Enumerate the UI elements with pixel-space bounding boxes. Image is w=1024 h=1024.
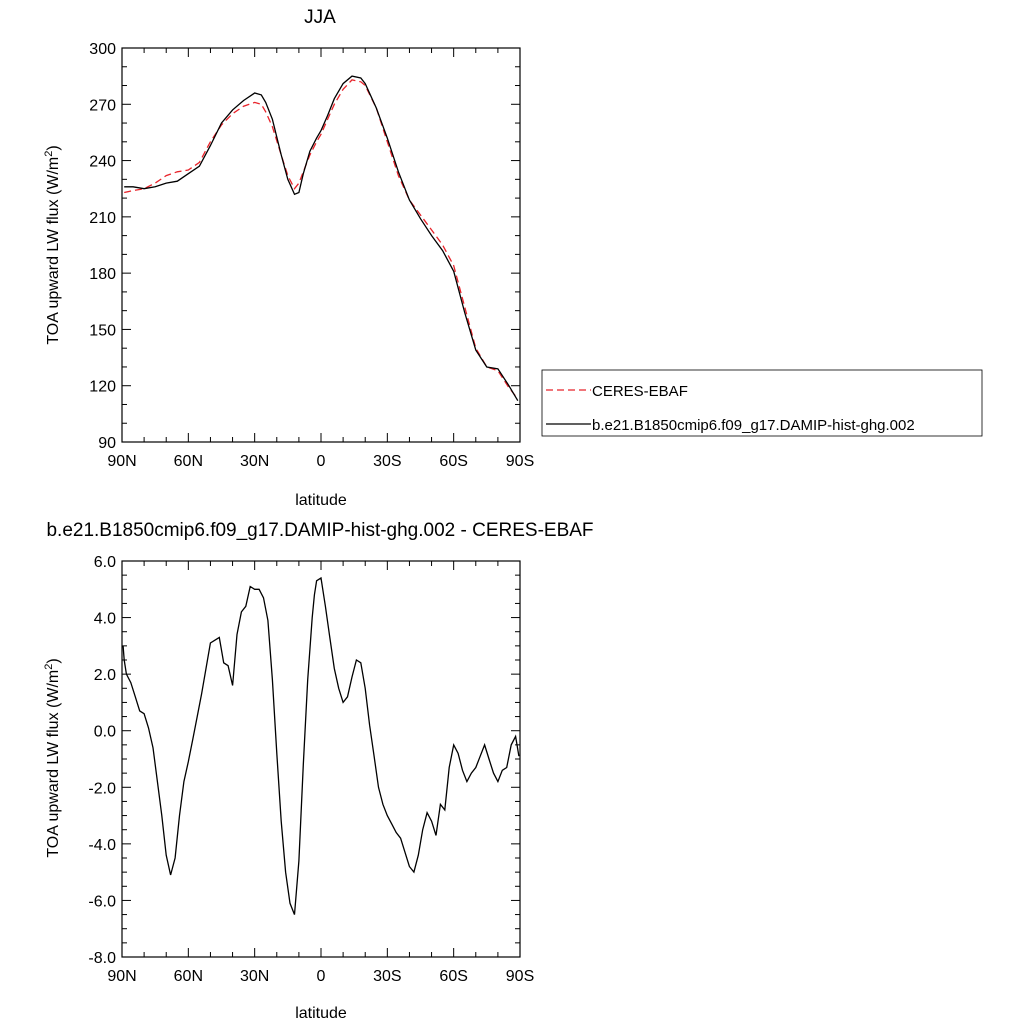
- y-tick-label-neg4: -4.0: [88, 837, 116, 854]
- x-tick-label-30s: 30S: [373, 968, 401, 985]
- x-tick-label-60n: 60N: [174, 968, 203, 985]
- panel-1-y-tick-labels: 90 120 150 180 210 240 270 300: [89, 41, 116, 452]
- y-tick-label-0: 0.0: [94, 724, 116, 741]
- legend-label-ceres-ebaf: CERES-EBAF: [592, 383, 688, 400]
- x-tick-label-60s: 60S: [439, 453, 467, 470]
- x-tick-label-0: 0: [317, 968, 326, 985]
- x-tick-label-60s: 60S: [439, 968, 467, 985]
- y-tick-label-neg2: -2.0: [88, 780, 116, 797]
- y-tick-label-4: 4.0: [94, 611, 116, 628]
- series-line-ceres-ebaf: [124, 79, 519, 400]
- panel-1-ticks: [121, 47, 521, 443]
- panel-2-x-tick-labels: 90N 60N 30N 0 30S 60S 90S: [107, 968, 534, 985]
- legend-label-model: b.e21.B1850cmip6.f09_g17.DAMIP-hist-ghg.…: [592, 417, 915, 434]
- y-tick-label-neg6: -6.0: [88, 893, 116, 910]
- panel-2: b.e21.B1850cmip6.f09_g17.DAMIP-hist-ghg.…: [43, 520, 594, 1022]
- x-tick-label-90n: 90N: [107, 453, 136, 470]
- panel-2-y-tick-labels: -8.0 -6.0 -4.0 -2.0 0.0 2.0 4.0 6.0: [88, 554, 116, 967]
- panel-2-y-axis-label: TOA upward LW flux (W/m2): [43, 658, 62, 857]
- panel-1-y-axis-label: TOA upward LW flux (W/m2): [43, 145, 62, 344]
- y-tick-label-210: 210: [89, 210, 116, 227]
- panel-1-x-axis-label: latitude: [295, 492, 347, 509]
- y-tick-label-120: 120: [89, 379, 116, 396]
- y-tick-label-90: 90: [98, 435, 116, 452]
- y-tick-label-270: 270: [89, 97, 116, 114]
- legend-box: [541, 369, 983, 437]
- x-tick-label-0: 0: [317, 453, 326, 470]
- y-tick-label-150: 150: [89, 322, 116, 339]
- series-line-difference: [122, 576, 520, 915]
- legend: CERES-EBAF b.e21.B1850cmip6.f09_g17.DAMI…: [541, 369, 983, 437]
- y-tick-label-6: 6.0: [94, 554, 116, 571]
- panel-1-title: JJA: [304, 7, 336, 28]
- panel-2-x-axis-label: latitude: [295, 1005, 347, 1022]
- x-tick-label-30n: 30N: [240, 968, 269, 985]
- x-tick-label-60n: 60N: [174, 453, 203, 470]
- panel-1-plot-frame: [121, 47, 521, 443]
- y-tick-label-neg8: -8.0: [88, 950, 116, 967]
- x-tick-label-90s: 90S: [506, 968, 534, 985]
- y-tick-label-180: 180: [89, 266, 116, 283]
- x-tick-label-90n: 90N: [107, 968, 136, 985]
- y-tick-label-240: 240: [89, 154, 116, 171]
- panel-2-plot-frame: [121, 560, 521, 958]
- panel-1: JJA 90 120 150 180 210 240 270 300 90N 6…: [43, 7, 534, 509]
- series-line-model: [124, 75, 519, 402]
- x-tick-label-30n: 30N: [240, 453, 269, 470]
- panel-2-ticks: [121, 560, 521, 958]
- y-tick-label-2: 2.0: [94, 667, 116, 684]
- y-tick-label-300: 300: [89, 41, 116, 58]
- panel-2-title: b.e21.B1850cmip6.f09_g17.DAMIP-hist-ghg.…: [46, 520, 593, 541]
- x-tick-label-90s: 90S: [506, 453, 534, 470]
- x-tick-label-30s: 30S: [373, 453, 401, 470]
- panel-1-x-tick-labels: 90N 60N 30N 0 30S 60S 90S: [107, 453, 534, 470]
